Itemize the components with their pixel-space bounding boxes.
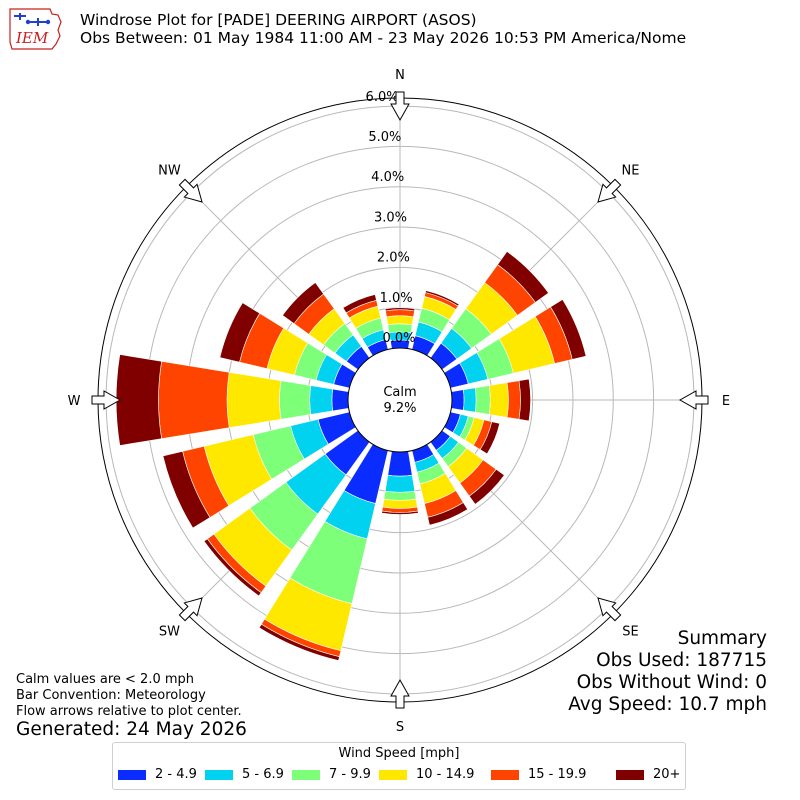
- flow-arrow-s: [390, 678, 410, 709]
- bar-wnw-6: [219, 302, 261, 363]
- chart-title: Windrose Plot for [PADE] DEERING AIRPORT…: [80, 11, 477, 29]
- legend-label: 7 - 9.9: [329, 767, 371, 782]
- flow-arrow-se: [597, 597, 622, 622]
- bar-ne-6: [497, 251, 549, 303]
- summary-obs-without-wind: Obs Without Wind: 0: [576, 672, 767, 693]
- calm-label: Calm: [383, 385, 416, 400]
- bar-ese-6: [479, 421, 501, 455]
- bar-nne-6: [425, 290, 460, 307]
- compass-label-ne: NE: [622, 163, 640, 178]
- legend-swatch: [491, 770, 519, 780]
- calm-value: 9.2%: [383, 401, 416, 416]
- bar-n-5: [385, 309, 415, 318]
- bar-wsw-6: [162, 450, 211, 529]
- radial-tick-label: 2.0%: [377, 251, 410, 266]
- compass-label-se: SE: [622, 625, 638, 640]
- legend: Wind Speed [mph] 2 - 4.9 5 - 6.9 7 - 9.9 10…: [112, 742, 686, 790]
- bar-sw-6: [203, 538, 262, 597]
- legend-swatch: [292, 770, 320, 780]
- bar-w-6: [115, 354, 162, 446]
- bar-e-4: [488, 382, 509, 418]
- bar-sse-6: [427, 502, 469, 526]
- flow-arrow-n: [390, 91, 410, 122]
- legend-label: 5 - 6.9: [242, 767, 284, 782]
- radial-tick-label: 4.0%: [371, 170, 404, 185]
- bar-s-6: [381, 510, 419, 515]
- legend-swatch: [379, 770, 407, 780]
- summary-obs-used: Obs Used: 187715: [596, 650, 767, 671]
- summary-avg-speed: Avg Speed: 10.7 mph: [568, 694, 767, 715]
- flow-arrow-w: [91, 390, 122, 410]
- bar-w-3: [279, 380, 312, 420]
- flow-arrow-sw: [178, 597, 203, 622]
- logo-text: IEM: [15, 29, 49, 47]
- bar-e-1: [450, 389, 465, 411]
- compass-label-e: E: [722, 394, 730, 409]
- compass-label-s: S: [396, 720, 404, 735]
- bar-w-1: [331, 388, 350, 412]
- bar-e-6: [518, 378, 531, 422]
- calm-circle: [347, 347, 453, 453]
- radial-tick-label: 5.0%: [368, 130, 401, 145]
- legend-label: 20+: [653, 767, 681, 782]
- radial-tick-label: 6.0%: [366, 90, 399, 105]
- note-flow-arrows: Flow arrows relative to plot center.: [16, 704, 242, 719]
- radial-tick-label: 0.0%: [382, 331, 415, 346]
- summary-title: Summary: [677, 628, 767, 649]
- legend-label: 10 - 14.9: [416, 767, 475, 782]
- legend-swatch: [616, 770, 644, 780]
- compass-label-n: N: [395, 68, 405, 83]
- bar-nnw-6: [342, 294, 377, 314]
- note-bar-convention: Bar Convention: Meteorology: [16, 688, 206, 703]
- bar-n-4: [386, 315, 414, 326]
- legend-swatch: [205, 770, 233, 780]
- bar-s-4: [382, 498, 418, 509]
- note-calm: Calm values are < 2.0 mph: [16, 672, 195, 687]
- bar-ssw-6: [258, 623, 340, 661]
- bar-e-2: [462, 387, 477, 413]
- legend-title: Wind Speed [mph]: [338, 746, 460, 761]
- flow-arrow-ne: [597, 178, 622, 203]
- bar-s-3: [383, 490, 417, 501]
- iem-logo: IEM: [6, 6, 68, 52]
- flow-arrow-e: [678, 390, 709, 410]
- legend-swatch: [118, 770, 146, 780]
- compass-label-sw: SW: [159, 625, 180, 640]
- radial-tick-label: 3.0%: [374, 210, 407, 225]
- bar-n-6: [384, 307, 416, 312]
- legend-label: 15 - 19.9: [528, 767, 587, 782]
- bar-nw-6: [282, 282, 325, 325]
- radial-tick-label: 1.0%: [380, 291, 413, 306]
- bar-s-2: [384, 474, 416, 493]
- bar-ene-6: [550, 299, 587, 360]
- generated-date: Generated: 24 May 2026: [16, 719, 247, 740]
- flow-arrow-nw: [178, 178, 203, 203]
- bar-se-6: [468, 468, 505, 505]
- bar-e-3: [474, 385, 491, 415]
- chart-subtitle: Obs Between: 01 May 1984 11:00 AM - 23 M…: [80, 29, 687, 47]
- bar-w-5: [158, 360, 230, 440]
- bar-s-1: [387, 450, 413, 477]
- bar-w-2: [309, 385, 334, 415]
- compass-label-w: W: [68, 394, 81, 409]
- compass-label-nw: NW: [158, 163, 181, 178]
- legend-label: 2 - 4.9: [155, 767, 197, 782]
- bar-w-4: [226, 371, 282, 429]
- bar-e-5: [506, 380, 521, 420]
